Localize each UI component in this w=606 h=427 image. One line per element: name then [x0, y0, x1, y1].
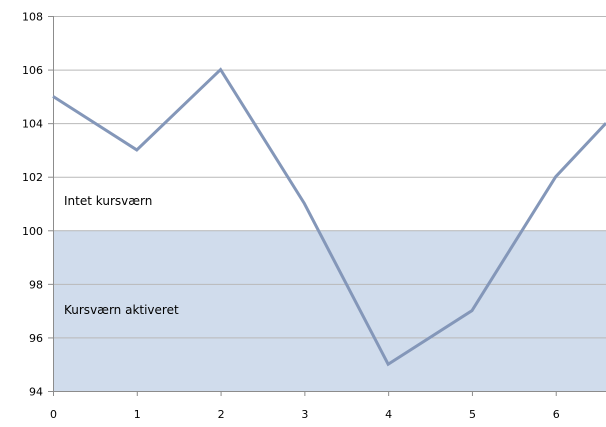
x-tick-label: 0 [50, 408, 57, 421]
region-label-below: Kursværn aktiveret [64, 303, 179, 317]
x-tick-label: 1 [134, 408, 141, 421]
y-tick-label: 98 [29, 278, 43, 291]
x-tick-label: 3 [301, 408, 308, 421]
y-tick-label: 96 [29, 332, 43, 345]
series-line [52, 67, 606, 367]
y-tick-label: 100 [22, 225, 43, 238]
x-tick-label: 5 [469, 408, 476, 421]
y-tick-label: 94 [29, 386, 43, 399]
x-tick-label: 6 [553, 408, 560, 421]
x-tick-label: 4 [385, 408, 392, 421]
y-tick-label: 106 [22, 64, 43, 77]
region-label-above: Intet kursværn [64, 194, 152, 208]
x-tick-label: 2 [218, 408, 225, 421]
y-tick-label: 108 [22, 11, 43, 24]
y-tick-label: 104 [22, 118, 43, 131]
y-tick-label: 102 [22, 171, 43, 184]
threshold-shaded-region [53, 230, 606, 391]
